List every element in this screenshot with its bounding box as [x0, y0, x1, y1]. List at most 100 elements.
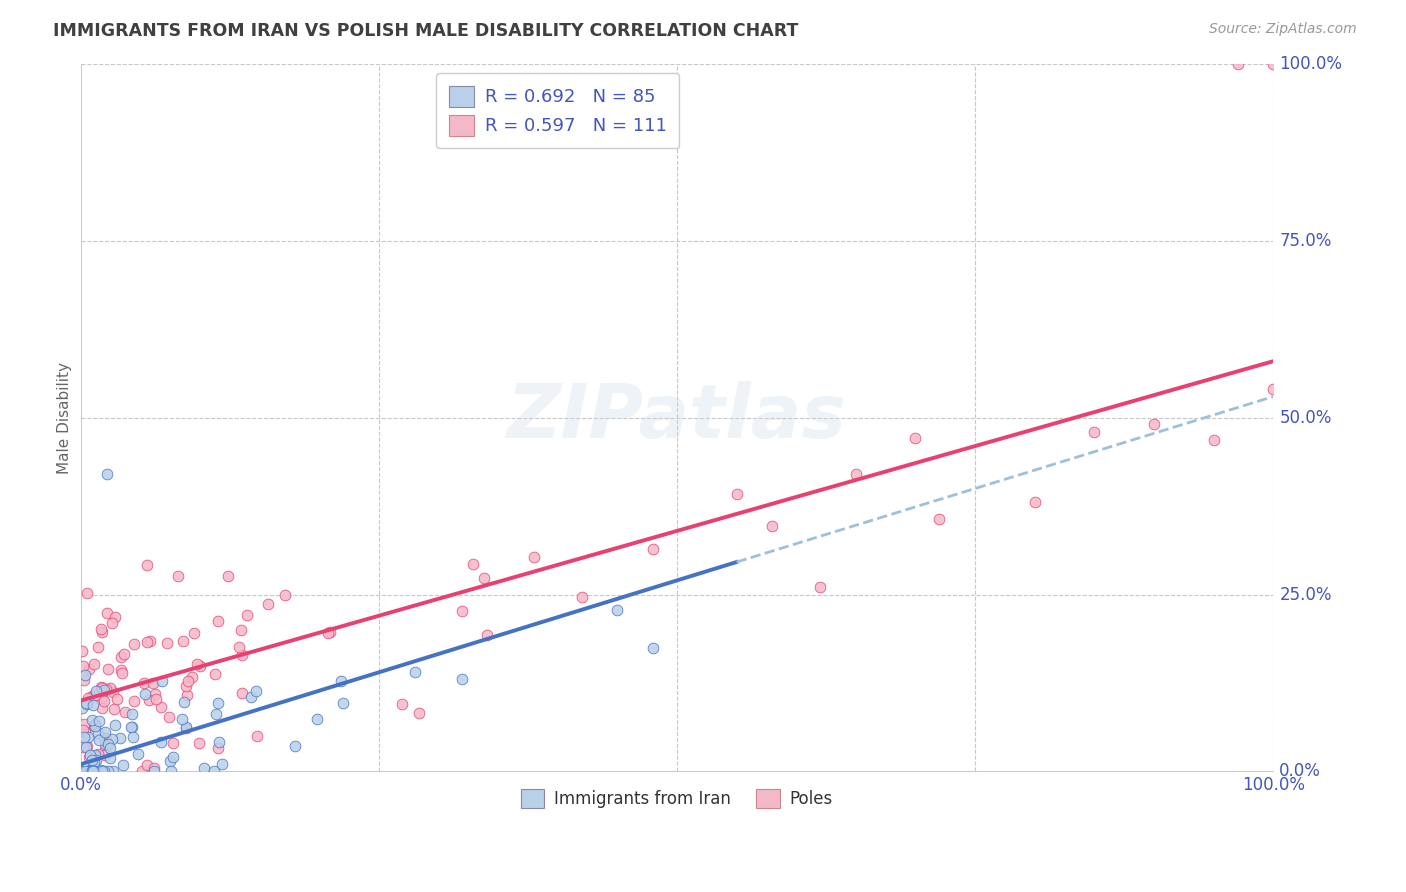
Point — [84, 761, 107, 775]
Point — [84, 748, 107, 763]
Point — [208, 735, 231, 749]
Point — [145, 691, 167, 706]
Point — [79, 764, 101, 779]
Point — [82, 764, 104, 779]
Text: 75.0%: 75.0% — [1279, 232, 1331, 250]
Legend: Immigrants from Iran, Poles: Immigrants from Iran, Poles — [513, 780, 841, 816]
Point — [274, 588, 297, 602]
Point — [72, 730, 94, 744]
Point — [1202, 434, 1225, 448]
Point — [91, 764, 114, 779]
Point — [105, 692, 128, 706]
Point — [86, 684, 108, 698]
Point — [246, 729, 269, 743]
Point — [111, 666, 134, 681]
Point — [86, 753, 108, 767]
Point — [70, 764, 93, 779]
Point — [82, 764, 104, 779]
Point — [207, 740, 229, 755]
Point — [72, 739, 94, 754]
Point — [83, 719, 105, 733]
Point — [167, 568, 190, 582]
Point — [101, 764, 124, 779]
Point — [1083, 425, 1105, 439]
Point — [77, 764, 100, 779]
Point — [122, 637, 145, 651]
Point — [523, 550, 546, 565]
Point — [98, 741, 121, 756]
Point — [79, 748, 101, 763]
Point — [239, 690, 262, 705]
Point — [75, 696, 97, 710]
Point — [100, 615, 122, 630]
Text: ZIPatlas: ZIPatlas — [508, 381, 846, 454]
Point — [83, 764, 105, 779]
Point — [307, 712, 329, 726]
Point — [229, 624, 252, 638]
Point — [124, 694, 146, 708]
Text: 0.0%: 0.0% — [1279, 763, 1322, 780]
Point — [205, 707, 228, 722]
Point — [83, 688, 105, 702]
Point — [138, 693, 160, 707]
Point — [94, 737, 117, 751]
Point — [808, 580, 831, 594]
Point — [186, 657, 208, 671]
Point — [150, 700, 173, 714]
Point — [114, 705, 136, 719]
Point — [77, 764, 100, 779]
Point — [110, 663, 132, 677]
Point — [104, 610, 127, 624]
Point — [90, 680, 112, 694]
Point — [87, 747, 110, 761]
Point — [83, 657, 105, 671]
Point — [93, 764, 115, 779]
Point — [475, 628, 498, 642]
Point — [143, 687, 166, 701]
Point — [174, 679, 197, 693]
Point — [94, 682, 117, 697]
Point — [93, 693, 115, 707]
Point — [97, 661, 120, 675]
Point — [142, 676, 165, 690]
Point — [231, 686, 253, 700]
Point — [75, 724, 97, 739]
Point — [204, 667, 226, 681]
Point — [91, 681, 114, 695]
Point — [70, 764, 93, 779]
Point — [928, 512, 950, 526]
Point — [121, 706, 143, 721]
Point — [76, 730, 98, 744]
Point — [93, 731, 115, 745]
Point — [86, 640, 108, 655]
Point — [93, 725, 115, 739]
Point — [202, 764, 225, 779]
Point — [176, 688, 198, 702]
Point — [120, 720, 142, 734]
Point — [904, 431, 927, 445]
Point — [391, 697, 413, 711]
Point — [79, 764, 101, 779]
Point — [193, 761, 215, 775]
Point — [136, 757, 159, 772]
Point — [157, 710, 180, 724]
Point — [134, 687, 156, 701]
Point — [80, 762, 103, 776]
Point — [70, 764, 93, 779]
Point — [162, 736, 184, 750]
Point — [1024, 495, 1046, 509]
Point — [152, 673, 174, 688]
Point — [89, 763, 111, 777]
Point — [82, 753, 104, 767]
Point — [77, 750, 100, 764]
Point — [451, 604, 474, 618]
Point — [82, 698, 104, 712]
Point — [79, 764, 101, 779]
Text: 25.0%: 25.0% — [1279, 585, 1331, 604]
Point — [94, 731, 117, 745]
Point — [70, 764, 93, 779]
Point — [76, 691, 98, 706]
Point — [83, 764, 105, 779]
Point — [96, 606, 118, 620]
Point — [97, 737, 120, 751]
